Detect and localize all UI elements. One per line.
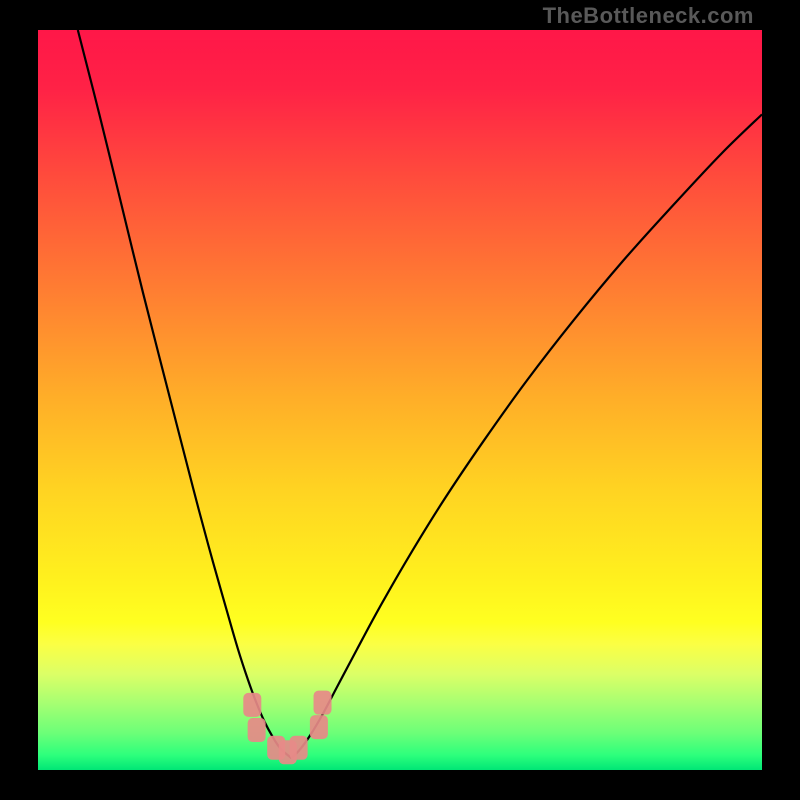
curve-left bbox=[78, 30, 292, 758]
chart-stage: TheBottleneck.com bbox=[0, 0, 800, 800]
trough-marker bbox=[248, 718, 266, 742]
watermark-text: TheBottleneck.com bbox=[543, 3, 754, 29]
trough-marker bbox=[314, 691, 332, 715]
plot-area bbox=[38, 30, 762, 770]
trough-marker bbox=[243, 693, 261, 717]
curve-layer bbox=[38, 30, 762, 770]
trough-marker bbox=[310, 715, 328, 739]
trough-marker bbox=[290, 736, 308, 760]
curve-right bbox=[291, 114, 762, 758]
